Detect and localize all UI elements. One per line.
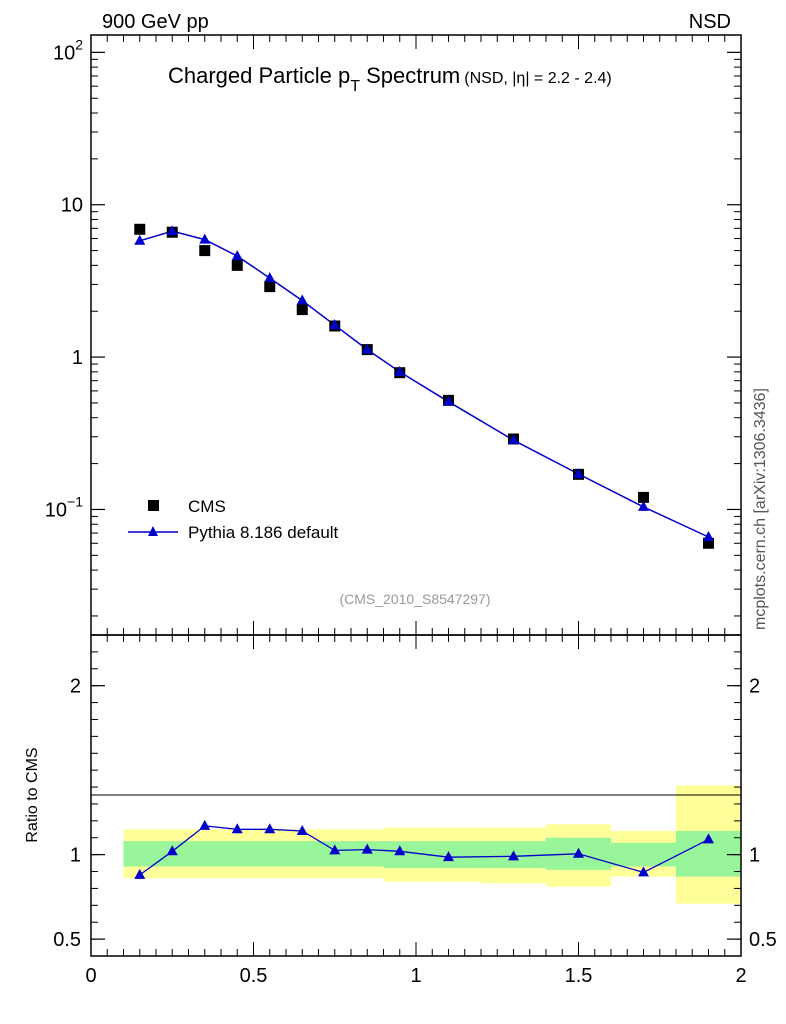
data-point-mc xyxy=(394,365,406,376)
main-y-tick-label: 102 xyxy=(53,36,83,64)
data-point-mc xyxy=(134,234,146,245)
x-tick-label: 1 xyxy=(410,965,421,987)
ratio-point-mc xyxy=(508,850,519,861)
legend-label-mc: Pythia 8.186 default xyxy=(188,523,339,542)
ratio-y-tick-label-right: 1 xyxy=(749,845,760,867)
ratio-y-tick-label-right: 0.5 xyxy=(749,929,777,951)
energy-label: 900 GeV pp xyxy=(102,11,209,33)
data-point-mc xyxy=(703,530,714,541)
ratio-ylabel: Ratio to CMS xyxy=(24,747,41,842)
mc-curve xyxy=(139,230,709,538)
x-tick-label: 0 xyxy=(85,965,96,987)
main-y-tick-label: 1 xyxy=(72,347,83,369)
ratio-y-tick-label: 2 xyxy=(70,676,81,698)
data-point-cms xyxy=(134,223,146,235)
main-y-tick-label: 10−1 xyxy=(45,493,83,521)
data-point-mc xyxy=(231,250,243,261)
uncertainty-band-inner xyxy=(188,841,221,867)
data-point-mc xyxy=(443,395,454,406)
plot-title: Charged Particle pT Spectrum (NSD, |η| = … xyxy=(168,63,612,95)
main-panel: 102 10 1 10−1 Charged Particle pT Spectrum(… xyxy=(45,34,742,636)
x-tick-label: 0.5 xyxy=(240,965,268,987)
data-point-cms xyxy=(638,491,649,503)
ratio-point-mc xyxy=(231,823,243,834)
uncertainty-band-inner xyxy=(611,842,676,867)
ratio-point-mc xyxy=(638,866,649,877)
data-point-cms xyxy=(296,304,308,316)
uncertainty-band-inner xyxy=(221,841,254,867)
ratio-curve xyxy=(139,825,709,876)
ratio-y-tick-label: 0.5 xyxy=(53,929,81,951)
legend: CMS Pythia 8.186 default xyxy=(128,497,339,542)
ratio-point-mc xyxy=(134,868,146,879)
ratio-point-mc xyxy=(573,847,584,858)
legend-marker-cms xyxy=(148,500,159,511)
data-point-mc xyxy=(573,467,584,478)
ratio-point-mc xyxy=(394,845,406,856)
ratio-point-mc xyxy=(443,851,454,862)
process-label: NSD xyxy=(689,11,731,33)
ratio-point-mc xyxy=(264,823,276,834)
data-point-mc xyxy=(296,294,308,305)
legend-marker-mc xyxy=(148,526,158,536)
main-y-tick-label: 10 xyxy=(61,195,83,217)
data-point-mc xyxy=(166,225,178,236)
ratio-point-mc xyxy=(166,845,178,856)
analysis-id: (CMS_2010_S8547297) xyxy=(340,591,491,607)
ratio-point-mc xyxy=(199,819,211,830)
ratio-point-mc xyxy=(329,844,341,855)
data-point-cms xyxy=(264,281,276,293)
data-point-cms xyxy=(703,537,714,549)
ratio-y-tick-label: 1 xyxy=(70,845,81,867)
ratio-point-mc xyxy=(361,843,373,854)
data-point-mc xyxy=(361,343,373,354)
ratio-point-mc xyxy=(703,833,714,844)
legend-label-cms: CMS xyxy=(188,497,226,516)
data-point-cms xyxy=(199,245,211,257)
ratio-y-tick-label-right: 2 xyxy=(749,676,760,698)
data-point-mc xyxy=(329,319,341,330)
x-tick-label: 2 xyxy=(735,965,746,987)
uncertainty-band-inner xyxy=(286,841,319,867)
data-point-cms xyxy=(231,259,243,271)
watermark: mcplots.cern.ch [arXiv:1306.3436] xyxy=(752,388,769,630)
main-plot-frame xyxy=(90,34,742,636)
x-tick-label: 1.5 xyxy=(565,965,593,987)
ratio-point-mc xyxy=(296,824,308,835)
data-point-mc xyxy=(508,434,519,445)
data-point-mc xyxy=(264,272,276,283)
uncertainty-band-inner xyxy=(123,841,156,867)
ratio-panel: 0.5 0.51 12 20 0.5 1 1.5 2 Ratio to CMS xyxy=(24,634,777,987)
data-point-mc xyxy=(199,233,211,244)
uncertainty-band-inner xyxy=(253,841,286,867)
data-point-mc xyxy=(638,500,649,511)
